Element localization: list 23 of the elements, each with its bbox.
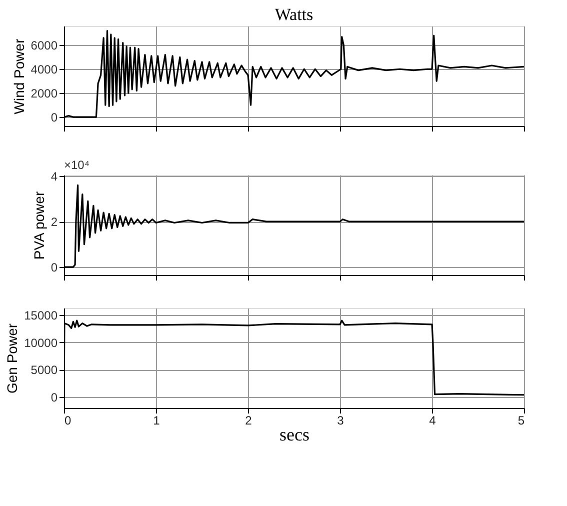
text: ×10⁴	[64, 158, 90, 172]
y-tick-label: 6000	[30, 38, 58, 53]
x-tick-label: 4	[429, 414, 436, 428]
y-tick-label: 0	[50, 110, 58, 125]
y-axis-title: Wind Power	[10, 38, 27, 114]
x-axis-title: secs	[280, 424, 310, 444]
y-tick-label: 4000	[30, 62, 58, 77]
x-tick-label: 1	[153, 414, 160, 428]
y-tick-label: 0	[50, 390, 58, 405]
y-tick-label: 0	[50, 260, 58, 275]
x-tick-label: 0	[64, 414, 72, 428]
x-tick-label: 5	[518, 414, 525, 428]
y-tick-label: 4	[50, 170, 58, 184]
chart-title: Watts	[274, 5, 314, 24]
x-tick-label: 3	[337, 414, 344, 428]
y-tick-label: 2	[50, 215, 58, 230]
y-axis-title: PVA power	[30, 191, 47, 260]
y-tick-label: 15000	[24, 308, 58, 323]
y-tick-label: 2000	[30, 86, 58, 101]
y-tick-label: 10000	[24, 336, 58, 350]
y-axis-title: Gen Power	[4, 323, 20, 394]
y-tick-label: 5000	[30, 363, 58, 378]
x-tick-label: 2	[245, 414, 252, 428]
